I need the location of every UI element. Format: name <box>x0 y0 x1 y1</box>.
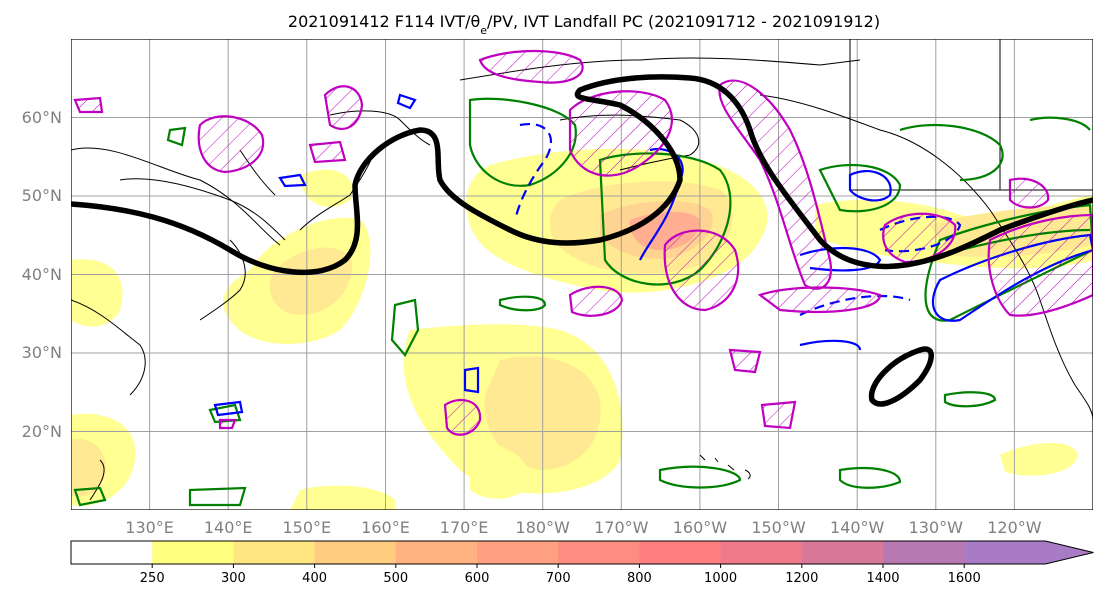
colorbar-swatch <box>395 541 478 564</box>
pv-contours <box>73 49 1093 436</box>
colorbar-swatch <box>314 541 397 564</box>
lon-label: 170°E <box>440 518 489 537</box>
lon-label: 180°W <box>516 518 571 537</box>
colorbar-swatch <box>639 541 722 564</box>
colorbar-tick-label: 300 <box>221 571 246 586</box>
map-area <box>71 39 1093 510</box>
lon-label: 130°E <box>125 518 174 537</box>
colorbar-swatch <box>477 541 559 564</box>
colorbar: 250 300 400 500 600 700 800 1000 1200 1400 1600 <box>70 540 1094 586</box>
colorbar-tick-label: 250 <box>140 571 165 586</box>
colorbar-swatch <box>233 541 316 564</box>
lon-labels: 130°E 140°E 150°E 160°E 170°E 180°W 170°… <box>125 518 1041 537</box>
colorbar-tick-label: 500 <box>383 571 408 586</box>
lon-label: 140°E <box>204 518 253 537</box>
colorbar-swatch <box>883 541 965 564</box>
lon-label: 170°W <box>594 518 649 537</box>
lon-label: 160°W <box>673 518 728 537</box>
lat-label: 20°N <box>22 422 62 441</box>
lon-label: 120°W <box>987 518 1042 537</box>
lon-label: 150°W <box>751 518 806 537</box>
lat-label: 40°N <box>22 265 62 284</box>
colorbar-swatch <box>801 541 884 564</box>
lat-label: 50°N <box>22 186 62 205</box>
colorbar-swatch <box>152 541 234 564</box>
lon-label: 130°W <box>909 518 964 537</box>
lat-label: 60°N <box>22 108 62 127</box>
lat-labels: 60°N 50°N 40°N 30°N 20°N <box>22 108 62 441</box>
colorbar-tick-label: 400 <box>302 571 327 586</box>
lon-label: 150°E <box>282 518 331 537</box>
lon-label: 140°W <box>830 518 885 537</box>
lon-label: 160°E <box>361 518 410 537</box>
colorbar-outline <box>70 540 1094 565</box>
colorbar-tick-label: 1600 <box>948 571 981 586</box>
colorbar-tick-label: 800 <box>627 571 652 586</box>
map-title: 2021091412 F114 IVT/θe/PV, IVT Landfall … <box>288 12 880 37</box>
colorbar-tick-label: 600 <box>465 571 490 586</box>
colorbar-tick-label: 1200 <box>785 571 818 586</box>
tropopause-line <box>71 74 1093 407</box>
colorbar-tick-label: 1400 <box>866 571 899 586</box>
colorbar-swatch <box>558 541 640 564</box>
colorbar-swatch <box>71 541 153 564</box>
colorbar-extend-arrow <box>964 541 1094 564</box>
colorbar-swatch <box>720 541 803 564</box>
colorbar-tick-label: 700 <box>546 571 571 586</box>
lat-label: 30°N <box>22 343 62 362</box>
colorbar-tick-label: 1000 <box>704 571 737 586</box>
